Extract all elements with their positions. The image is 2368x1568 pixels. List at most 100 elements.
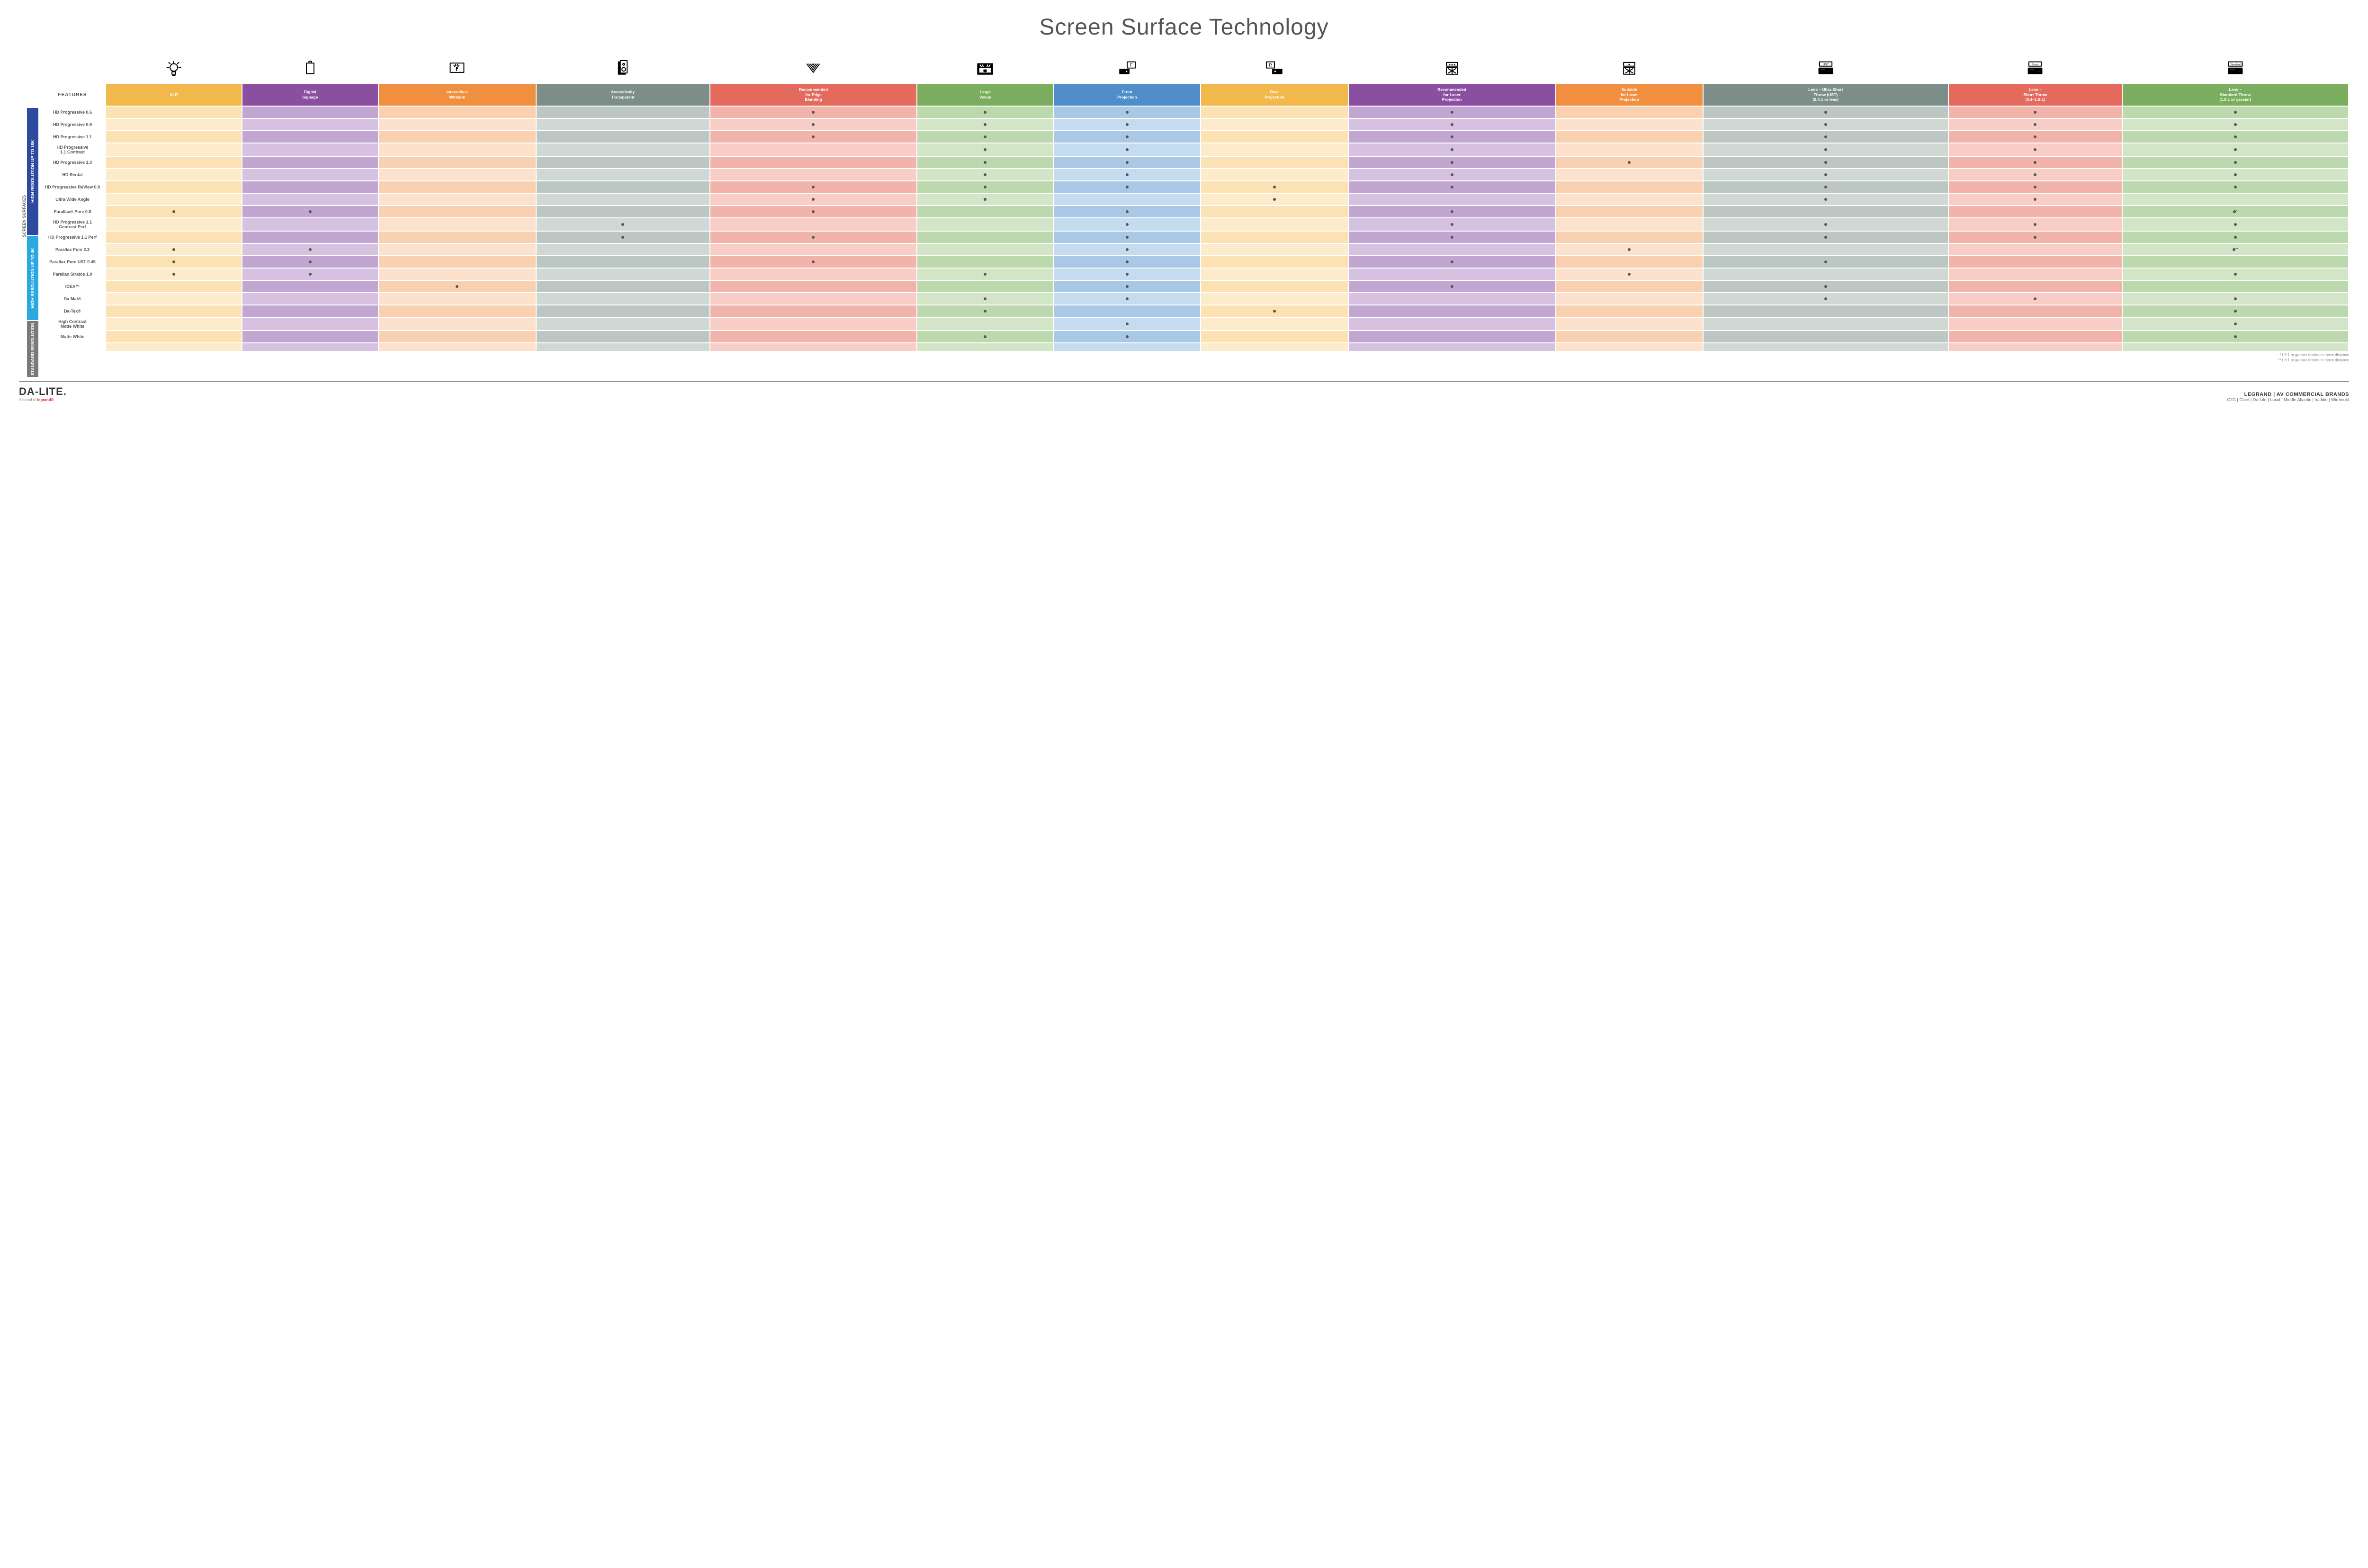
cell xyxy=(1201,243,1348,256)
col-head-venue: LargeVenue xyxy=(917,83,1053,106)
cell xyxy=(536,118,710,131)
row-head: Da-Tex® xyxy=(39,305,106,317)
cell xyxy=(1201,317,1348,331)
cell xyxy=(2122,193,2349,206)
col-head-acoustic: AcousticallyTransparent xyxy=(536,83,710,106)
cell xyxy=(1703,193,1948,206)
cell xyxy=(1348,206,1556,218)
cell xyxy=(710,181,917,193)
cell xyxy=(917,156,1053,169)
cell xyxy=(1703,156,1948,169)
cell xyxy=(378,268,536,280)
cell xyxy=(106,193,242,206)
front-icon: F xyxy=(1053,55,1201,83)
cell xyxy=(917,256,1053,268)
cell xyxy=(1348,156,1556,169)
cell xyxy=(2122,305,2349,317)
cell xyxy=(1201,169,1348,181)
cell xyxy=(1948,169,2122,181)
row-head: Parallax Stratos 1.0 xyxy=(39,268,106,280)
cell xyxy=(1201,331,1348,343)
cell xyxy=(1201,181,1348,193)
cell xyxy=(1348,169,1556,181)
row-head: HD Progressive 1.1 xyxy=(39,131,106,143)
cell xyxy=(1053,131,1201,143)
group-bar-std: STANDARD RESOLUTION xyxy=(27,321,39,377)
row-group-bars: SCREEN SURFACES HIGH RESOLUTION UP TO 16… xyxy=(19,54,39,377)
cell xyxy=(710,305,917,317)
cell xyxy=(1556,256,1703,268)
cell xyxy=(710,243,917,256)
cell xyxy=(536,193,710,206)
cell xyxy=(917,293,1053,305)
cell xyxy=(710,106,917,118)
cell xyxy=(1348,243,1556,256)
cell xyxy=(536,317,710,331)
svg-text:★: ★ xyxy=(1628,62,1631,66)
row-head: HD Progressive 1.3 xyxy=(39,156,106,169)
cell xyxy=(2122,256,2349,268)
reclaser-icon: ★★★ xyxy=(1348,55,1556,83)
cell xyxy=(710,118,917,131)
cell xyxy=(2122,106,2349,118)
cell xyxy=(1556,206,1703,218)
cell xyxy=(1556,317,1703,331)
cell xyxy=(2122,268,2349,280)
cell xyxy=(106,331,242,343)
rear-icon: R xyxy=(1201,55,1348,83)
cell xyxy=(710,317,917,331)
cell xyxy=(106,243,242,256)
cell xyxy=(106,169,242,181)
suitlaser-icon: ★ xyxy=(1556,55,1703,83)
cell xyxy=(1201,118,1348,131)
cell xyxy=(536,243,710,256)
row-head: Matte White xyxy=(39,331,106,343)
cell xyxy=(1948,231,2122,243)
cell xyxy=(106,280,242,293)
row-head: IDEA™ xyxy=(39,280,106,293)
cell xyxy=(1948,193,2122,206)
cell xyxy=(917,305,1053,317)
cell xyxy=(1053,181,1201,193)
cell xyxy=(1948,280,2122,293)
cell xyxy=(1703,231,1948,243)
cell xyxy=(2122,131,2349,143)
cell xyxy=(242,293,378,305)
cell xyxy=(1348,317,1556,331)
cell xyxy=(378,256,536,268)
cell xyxy=(106,317,242,331)
cell xyxy=(1201,143,1348,156)
cell xyxy=(917,181,1053,193)
cell xyxy=(378,118,536,131)
brand-logo-text: DA-LITE. xyxy=(19,385,67,398)
cell xyxy=(242,118,378,131)
cell xyxy=(536,305,710,317)
cell xyxy=(536,206,710,218)
cell xyxy=(106,106,242,118)
cell xyxy=(378,231,536,243)
cell xyxy=(536,331,710,343)
cell xyxy=(1703,131,1948,143)
cell xyxy=(536,169,710,181)
cell xyxy=(242,143,378,156)
cell xyxy=(710,156,917,169)
cell xyxy=(917,193,1053,206)
cell xyxy=(1201,106,1348,118)
cell xyxy=(917,280,1053,293)
svg-text:F: F xyxy=(1130,63,1133,67)
cell xyxy=(1556,106,1703,118)
cell xyxy=(378,131,536,143)
cell xyxy=(106,181,242,193)
col-head-edge: Recommendedfor EdgeBlending xyxy=(710,83,917,106)
cell xyxy=(1948,218,2122,231)
cell xyxy=(1201,131,1348,143)
cell xyxy=(1201,193,1348,206)
cell xyxy=(1053,169,1201,181)
cell xyxy=(1948,131,2122,143)
cell xyxy=(1703,118,1948,131)
svg-text:UST: UST xyxy=(1822,63,1829,66)
row-head: Parallax Pure 2.3 xyxy=(39,243,106,256)
cell xyxy=(1556,118,1703,131)
cell xyxy=(242,131,378,143)
cell xyxy=(1348,293,1556,305)
